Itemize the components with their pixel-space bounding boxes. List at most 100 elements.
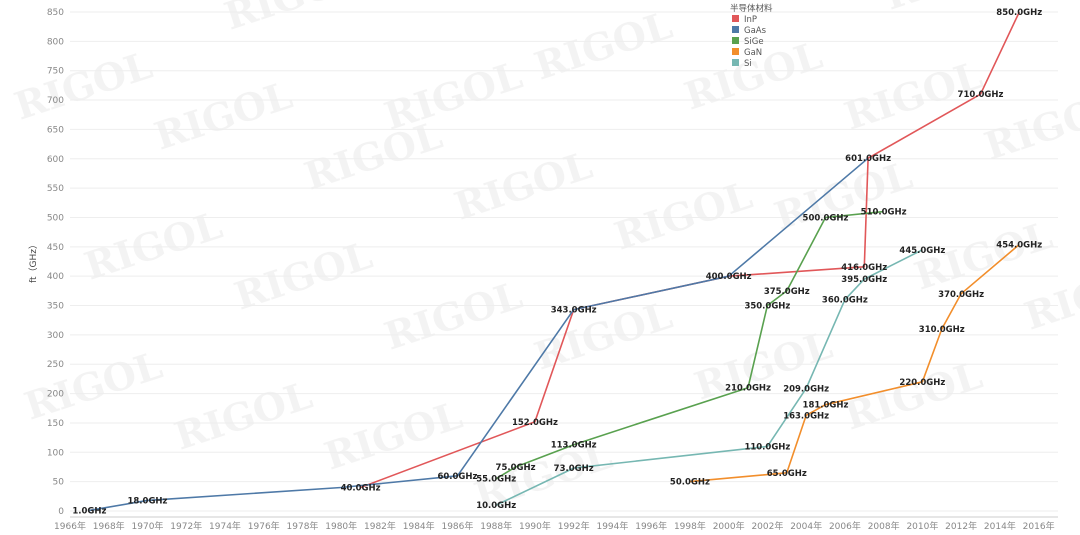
data-label-si: 445.0GHz: [899, 246, 945, 256]
y-tick-label: 550: [47, 184, 64, 194]
legend-label-sige[interactable]: SiGe: [744, 37, 764, 47]
x-tick-label: 1972年: [170, 520, 202, 532]
data-label-si: 10.0GHz: [476, 501, 516, 511]
data-label-sige: 510.0GHz: [861, 208, 907, 218]
x-tick-label: 1990年: [519, 520, 551, 532]
watermark-text: RIGOL: [839, 352, 988, 439]
x-tick-label: 1974年: [209, 520, 241, 532]
watermark-text: RIGOL: [449, 142, 598, 229]
watermark-text: RIGOL: [149, 72, 298, 159]
data-label-sige: 500.0GHz: [803, 213, 849, 223]
y-axis: 0 50 100 150 200 250 300 350 400 450 500 550 600 650 7…: [47, 8, 64, 517]
x-tick-label: 2016年: [1023, 520, 1055, 532]
gridlines: [70, 11, 1058, 512]
x-tick-label: 1998年: [674, 520, 706, 532]
watermark-text: RIGOL: [79, 202, 228, 289]
x-tick-label: 1968年: [93, 520, 125, 532]
watermark-text: RIGOL: [219, 0, 368, 39]
y-tick-label: 750: [47, 67, 64, 77]
data-label-inp: 601.0GHz: [845, 154, 891, 164]
data-label-gaas: 18.0GHz: [127, 496, 167, 506]
y-tick-label: 650: [47, 125, 64, 135]
y-tick-label: 600: [47, 155, 64, 165]
y-tick-label: 800: [47, 37, 64, 47]
data-label-inp: 850.0GHz: [996, 8, 1042, 18]
x-tick-label: 1976年: [248, 520, 280, 532]
series-lines: [89, 11, 1021, 512]
data-label-sige: 113.0GHz: [551, 441, 597, 451]
watermark-text: RIGOL: [299, 112, 448, 199]
data-label-inp: 40.0GHz: [341, 484, 381, 494]
y-tick-label: 400: [47, 272, 64, 282]
y-tick-label: 150: [47, 419, 64, 429]
legend-swatch-inp[interactable]: [732, 15, 739, 22]
data-labels: 40.0GHz 152.0GHz 343.0GHz 400.0GHz 416.0GHz 6…: [72, 8, 1042, 516]
x-tick-label: 1982年: [364, 520, 396, 532]
x-tick-label: 2008年: [868, 520, 900, 532]
series-line-si: [495, 249, 923, 506]
data-label-sige: 350.0GHz: [744, 302, 790, 312]
x-tick-label: 2004年: [790, 520, 822, 532]
y-tick-label: 200: [47, 390, 64, 400]
legend-label-inp[interactable]: InP: [744, 15, 757, 25]
data-label-inp: 343.0GHz: [551, 306, 597, 316]
x-axis: 1966年 1968年 1970年 1972年 1974年 1976年 1978年 1980年…: [54, 516, 1058, 532]
x-tick-label: 2002年: [751, 520, 783, 532]
x-tick-label: 2006年: [829, 520, 861, 532]
data-label-sige: 375.0GHz: [764, 287, 810, 297]
y-tick-label: 50: [53, 478, 65, 488]
legend-title: 半导体材料: [730, 3, 773, 14]
data-label-inp: 416.0GHz: [841, 263, 887, 273]
data-label-si: 110.0GHz: [744, 442, 790, 452]
x-tick-label: 1980年: [325, 520, 357, 532]
data-label-gan: 181.0GHz: [803, 401, 849, 411]
legend-swatch-gan[interactable]: [732, 48, 739, 55]
y-tick-label: 100: [47, 448, 64, 458]
watermark-text: RIGOL: [9, 42, 158, 129]
y-tick-label: 350: [47, 302, 64, 312]
data-label-gaas: 60.0GHz: [437, 472, 477, 482]
legend-label-gaas[interactable]: GaAs: [744, 26, 767, 36]
x-tick-label: 2000年: [713, 520, 745, 532]
data-label-gan: 370.0GHz: [938, 290, 984, 300]
y-tick-label: 700: [47, 96, 64, 106]
data-label-gan: 163.0GHz: [783, 411, 829, 421]
data-label-si: 360.0GHz: [822, 296, 868, 306]
watermark-text: RIGOL: [609, 172, 758, 259]
watermark-text: RIGOL: [379, 272, 528, 359]
watermark-text: RIGOL: [169, 372, 318, 459]
series-line-gaas: [89, 157, 869, 512]
x-tick-label: 2012年: [945, 520, 977, 532]
data-label-si: 73.0GHz: [554, 464, 594, 474]
x-tick-label: 1984年: [403, 520, 435, 532]
data-label-inp: 400.0GHz: [706, 272, 752, 282]
watermark-text: RIGOL: [19, 342, 168, 429]
y-tick-label: 500: [47, 213, 64, 223]
y-tick-label: 250: [47, 360, 64, 370]
data-label-gaas: 1.0GHz: [72, 506, 106, 516]
y-tick-label: 450: [47, 243, 64, 253]
y-tick-label: 0: [58, 507, 64, 517]
watermark-text: RIGOL: [769, 152, 918, 239]
y-tick-label: 300: [47, 331, 64, 341]
data-label-inp: 152.0GHz: [512, 418, 558, 428]
data-label-gan: 454.0GHz: [996, 240, 1042, 250]
x-tick-label: 2010年: [906, 520, 938, 532]
x-tick-label: 1996年: [635, 520, 667, 532]
data-label-si: 209.0GHz: [783, 384, 829, 394]
legend-swatch-sige[interactable]: [732, 37, 739, 44]
watermark-text: RIGOL: [1019, 252, 1080, 339]
data-label-sige: 55.0GHz: [476, 475, 516, 485]
data-label-gan: 220.0GHz: [899, 378, 945, 388]
y-axis-label: ft（GHz）: [28, 240, 39, 283]
x-tick-label: 1966年: [54, 520, 86, 532]
legend-label-si[interactable]: Si: [744, 59, 752, 69]
series-line-sige: [495, 210, 884, 480]
legend-swatch-si[interactable]: [732, 59, 739, 66]
watermark-layer: RIGOLRIGOLRIGOLRIGOLRIGOLRIGOLRIGOLRIGOL…: [9, 0, 1080, 519]
data-label-gan: 50.0GHz: [670, 478, 710, 488]
legend-label-gan[interactable]: GaN: [744, 48, 762, 58]
legend-swatch-gaas[interactable]: [732, 26, 739, 33]
